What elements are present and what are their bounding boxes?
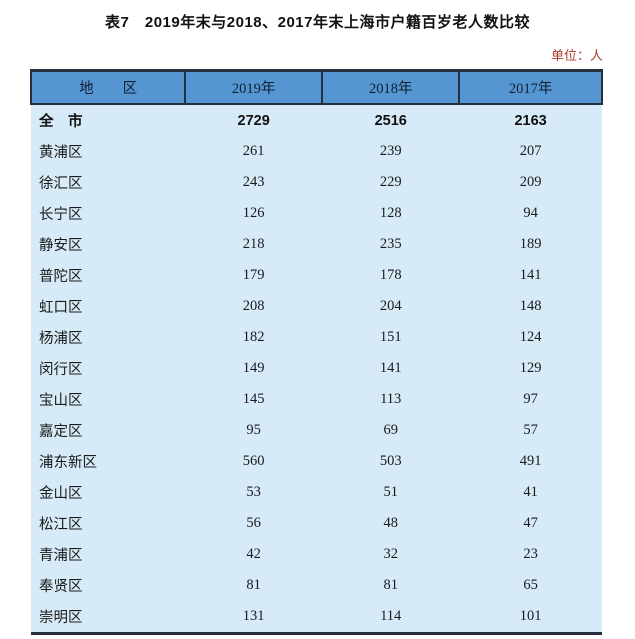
value-cell: 2729 [237, 112, 270, 129]
region-cell: 松江区 [39, 517, 83, 533]
value-cell: 560 [242, 453, 265, 469]
table-row: 浦东新区 560 503 491 [31, 446, 602, 477]
value-cell: 114 [380, 608, 402, 624]
region-cell: 奉贤区 [39, 579, 83, 595]
region-cell: 长宁区 [39, 207, 83, 223]
region-cell: 金山区 [39, 486, 83, 502]
table-header-row: 地 区 2019年 2018年 2017年 [29, 70, 603, 104]
value-cell: 47 [523, 515, 538, 531]
value-cell: 182 [242, 329, 265, 345]
region-cell: 闵行区 [39, 362, 83, 378]
value-cell: 243 [242, 174, 265, 190]
table-row: 徐汇区 243 229 209 [31, 167, 602, 198]
value-cell: 41 [523, 484, 538, 500]
value-cell: 141 [519, 267, 542, 283]
value-cell: 129 [519, 360, 542, 376]
value-cell: 97 [523, 391, 538, 407]
value-cell: 235 [379, 236, 402, 252]
table-row: 奉贤区 81 81 65 [31, 570, 602, 601]
value-cell: 208 [242, 298, 265, 314]
value-cell: 261 [242, 143, 265, 159]
table-row: 虹口区 208 204 148 [31, 291, 602, 322]
table-row: 静安区 218 235 189 [31, 229, 602, 260]
value-cell: 101 [519, 608, 542, 624]
table-row: 松江区 56 48 47 [31, 508, 602, 539]
column-header-year: 2017年 [458, 70, 603, 104]
table-row: 青浦区 42 32 23 [31, 539, 602, 570]
table-row: 黄浦区 261 239 207 [31, 136, 602, 167]
table-row: 宝山区 145 113 97 [31, 384, 602, 415]
value-cell: 209 [519, 174, 542, 190]
value-cell: 218 [242, 236, 265, 252]
table-row: 闵行区 149 141 129 [31, 353, 602, 384]
table-body: 全 市 2729 2516 2163 黄浦区 261 239 207 徐汇区 243 229 209 长… [31, 104, 602, 634]
value-cell: 57 [523, 422, 538, 438]
value-cell: 179 [242, 267, 265, 283]
region-cell: 崇明区 [39, 610, 83, 626]
value-cell: 151 [379, 329, 402, 345]
value-cell: 65 [523, 577, 538, 593]
value-cell: 69 [383, 422, 398, 438]
value-cell: 239 [379, 143, 402, 159]
region-cell: 全 市 [39, 114, 83, 130]
table-row: 普陀区 179 178 141 [31, 260, 602, 291]
table-header: 地 区 2019年 2018年 2017年 [29, 70, 603, 104]
value-cell: 51 [383, 484, 398, 500]
value-cell: 81 [383, 577, 398, 593]
value-cell: 229 [379, 174, 402, 190]
value-cell: 124 [519, 329, 542, 345]
value-cell: 126 [242, 205, 265, 221]
value-cell: 94 [523, 205, 538, 221]
value-cell: 113 [380, 391, 402, 407]
table-row: 崇明区 131 114 101 [31, 601, 602, 634]
value-cell: 81 [246, 577, 261, 593]
value-cell: 56 [246, 515, 261, 531]
value-cell: 141 [379, 360, 402, 376]
table-row: 长宁区 126 128 94 [31, 198, 602, 229]
table-row: 嘉定区 95 69 57 [31, 415, 602, 446]
value-cell: 2163 [514, 112, 547, 129]
table-row: 杨浦区 182 151 124 [31, 322, 602, 353]
table-row: 金山区 53 51 41 [31, 477, 602, 508]
value-cell: 42 [246, 546, 261, 562]
value-cell: 48 [383, 515, 398, 531]
column-header-year: 2018年 [321, 70, 460, 104]
value-cell: 204 [379, 298, 402, 314]
region-cell: 宝山区 [39, 393, 83, 409]
value-cell: 148 [519, 298, 542, 314]
value-cell: 503 [379, 453, 402, 469]
unit-note: 单位：人 [550, 48, 603, 63]
value-cell: 207 [519, 143, 542, 159]
value-cell: 178 [379, 267, 402, 283]
value-cell: 145 [242, 391, 265, 407]
value-cell: 32 [383, 546, 398, 562]
region-cell: 普陀区 [39, 269, 83, 285]
region-cell: 浦东新区 [39, 455, 97, 471]
value-cell: 149 [242, 360, 265, 376]
region-cell: 虹口区 [39, 300, 83, 316]
centenarians-table: 地 区 2019年 2018年 2017年 全 市 2729 2516 2163 黄浦区 261… [29, 69, 603, 635]
value-cell: 189 [519, 236, 542, 252]
region-cell: 静安区 [39, 238, 83, 254]
table-title: 表7 2019年末与2018、2017年末上海市户籍百岁老人数比较 [105, 14, 530, 31]
column-header-year: 2019年 [184, 70, 323, 104]
column-header-region: 地 区 [29, 70, 186, 104]
region-cell: 青浦区 [39, 548, 83, 564]
value-cell: 2516 [374, 112, 407, 129]
value-cell: 131 [242, 608, 265, 624]
value-cell: 95 [246, 422, 261, 438]
region-cell: 杨浦区 [39, 331, 83, 347]
value-cell: 53 [246, 484, 261, 500]
value-cell: 128 [379, 205, 402, 221]
region-cell: 黄浦区 [39, 145, 83, 161]
table-row-total: 全 市 2729 2516 2163 [31, 104, 602, 136]
region-cell: 嘉定区 [39, 424, 83, 440]
region-cell: 徐汇区 [39, 176, 83, 192]
value-cell: 23 [523, 546, 538, 562]
value-cell: 491 [519, 453, 542, 469]
